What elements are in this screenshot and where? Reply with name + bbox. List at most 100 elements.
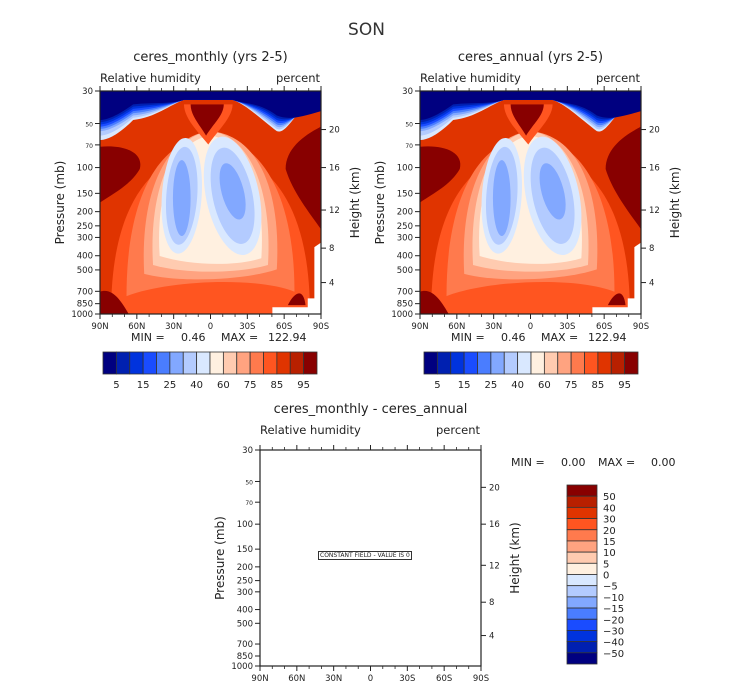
colorbar-label: 5: [603, 559, 609, 570]
x-tick-label: 60S: [596, 322, 612, 332]
y-tick-label: 700: [237, 640, 253, 650]
x-tick-label: 90N: [411, 322, 428, 332]
colorbar-label: −50: [603, 649, 624, 660]
colorbar-box: [624, 351, 639, 375]
contour-band: [420, 91, 641, 120]
colorbar-label: −40: [603, 638, 624, 649]
colorbar-label: 75: [244, 380, 257, 391]
y-tick-label: 150: [397, 189, 413, 199]
y2-axis-label: Height (km): [348, 167, 362, 238]
colorbar-label: 60: [217, 380, 230, 391]
x-tick-label: 60N: [448, 322, 465, 332]
y-tick-label: 850: [237, 652, 253, 662]
x-tick-label: 30S: [399, 674, 415, 684]
colorbar-box: [566, 506, 598, 519]
y-tick-label: 30: [242, 446, 253, 456]
colorbar-label: 95: [297, 380, 310, 391]
x-tick-label: 90S: [633, 322, 649, 332]
height-tick-label: 4: [489, 632, 494, 642]
colorbar-label: 40: [603, 503, 616, 514]
x-tick-label: 0: [368, 674, 373, 684]
y-tick-label: 700: [397, 287, 413, 297]
x-tick-label: 30N: [165, 322, 182, 332]
y-tick-label: 50: [405, 121, 413, 128]
colorbar-label: −20: [603, 615, 624, 626]
panel3-min-label: MIN =: [511, 456, 545, 469]
y-tick-label: 200: [397, 208, 413, 218]
colorbar-label: 15: [137, 380, 150, 391]
colorbar-label: 20: [603, 526, 616, 537]
y-axis-label: Pressure (mb): [213, 516, 227, 600]
x-tick-label: 60S: [436, 674, 452, 684]
y-tick-label: 70: [245, 500, 253, 507]
y-tick-label: 400: [237, 606, 253, 616]
panel1-left-subtitle: Relative humidity: [100, 71, 201, 85]
colorbar-label: 25: [485, 380, 498, 391]
x-tick-label: 90N: [251, 674, 268, 684]
panel2-min-value: 0.46: [501, 331, 526, 344]
colorbar-label: −5: [603, 582, 618, 593]
y-axis-label: Pressure (mb): [373, 161, 387, 245]
contour-field: [100, 91, 321, 314]
y-tick-label: 30: [402, 87, 413, 97]
colorbar-label: 85: [592, 380, 605, 391]
colorbar-box: [566, 484, 598, 497]
y-tick-label: 200: [77, 208, 93, 218]
colorbar-label: 50: [603, 492, 616, 503]
panel2-right-subtitle: percent: [596, 71, 641, 85]
y-tick-label: 400: [77, 252, 93, 262]
contour-band: [607, 293, 626, 306]
contour-band: [100, 146, 141, 203]
colorbar-label: 60: [538, 380, 551, 391]
panel2-max-value: 122.94: [588, 331, 627, 344]
colorbar-box: [566, 652, 598, 665]
height-tick-label: 8: [489, 598, 494, 608]
y-tick-label: 850: [397, 300, 413, 310]
panel2-title: ceres_annual (yrs 2-5): [457, 50, 604, 65]
colorbar-label: 30: [603, 515, 616, 526]
contour-band: [510, 104, 544, 136]
contour-band: [172, 160, 191, 236]
y-tick-label: 100: [77, 164, 93, 174]
y-tick-label: 500: [77, 266, 93, 276]
colorbar-label: 40: [511, 380, 524, 391]
height-tick-label: 12: [489, 561, 500, 571]
contour-band: [287, 293, 306, 306]
y-tick-label: 500: [397, 266, 413, 276]
height-tick-label: 16: [489, 520, 500, 530]
y-tick-label: 70: [85, 143, 93, 150]
panel1-min-value: 0.46: [181, 331, 206, 344]
y-tick-label: 400: [397, 252, 413, 262]
constant-field-annotation: CONSTANT FIELD - VALUE IS 0: [318, 551, 412, 560]
colorbar-label: 15: [603, 537, 616, 548]
x-tick-label: 90S: [313, 322, 329, 332]
y-tick-label: 50: [245, 479, 253, 486]
height-tick-label: 4: [329, 279, 334, 289]
colorbar-label: 95: [618, 380, 631, 391]
contour-band: [539, 163, 566, 220]
colorbar-label: 10: [603, 548, 616, 559]
y-tick-label: 300: [237, 588, 253, 598]
main-title: SON: [348, 20, 385, 40]
colorbar-box: [566, 607, 598, 620]
contour-band: [219, 163, 246, 220]
panel1-max-label: MAX =: [221, 331, 259, 344]
colorbar-box: [566, 596, 598, 609]
panel3-title: ceres_monthly - ceres_annual: [273, 402, 468, 417]
colorbar-box: [566, 540, 598, 553]
panel1-min-label: MIN =: [131, 331, 165, 344]
y-tick-label: 300: [77, 233, 93, 243]
contour-band: [492, 160, 511, 236]
contour-band: [605, 126, 641, 230]
colorbar-label: 15: [458, 380, 471, 391]
colorbar-box: [566, 585, 598, 598]
missing-data-region: [272, 242, 321, 314]
x-tick-label: 0: [208, 322, 213, 332]
y-tick-label: 250: [397, 222, 413, 232]
panel1-title: ceres_monthly (yrs 2-5): [133, 50, 288, 65]
colorbar-label: −10: [603, 593, 624, 604]
height-tick-label: 20: [649, 126, 660, 136]
y-tick-label: 250: [237, 577, 253, 587]
